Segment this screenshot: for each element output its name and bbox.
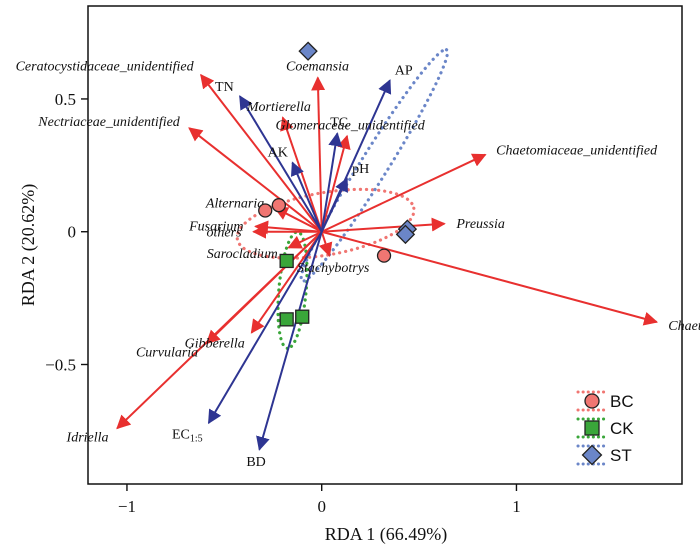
env-label-ap: AP — [395, 63, 413, 78]
env-label-tc: TC — [330, 116, 348, 131]
species-label-curvularia: Curvularia — [136, 346, 198, 361]
species-label-others: others — [207, 226, 243, 241]
species-arrow-gibberella — [250, 231, 323, 334]
legend-marker-st — [581, 444, 603, 466]
y-tick-label: 0.5 — [55, 90, 76, 109]
y-tick-label: −0.5 — [45, 356, 76, 375]
x-tick-label: 0 — [317, 497, 326, 516]
ellipse-st — [299, 47, 450, 283]
env-label-ec: EC1:5 — [172, 427, 203, 444]
env-arrow-ec — [207, 231, 323, 425]
species-arrow-chaetomium — [321, 230, 659, 326]
point-bc-1 — [258, 203, 273, 218]
species-label-chaetomiaceae-unidentified: Chaetomiaceae_unidentified — [496, 144, 658, 159]
species-label-coemansia: Coemansia — [286, 60, 349, 75]
env-label-bd: BD — [246, 455, 265, 470]
species-arrow-alternaria — [273, 206, 323, 233]
env-arrow-tn — [239, 95, 323, 233]
species-arrow-ceratocystidaceae-unidentified — [200, 73, 323, 233]
legend-marker-bc — [584, 393, 600, 409]
env-arrow-ak — [290, 161, 323, 233]
point-st-1 — [298, 41, 318, 61]
point-bc-2 — [271, 198, 287, 213]
species-arrow-stachybotrys — [318, 231, 333, 257]
env-label-tn: TN — [215, 80, 234, 95]
species-label-idriella: Idriella — [66, 431, 109, 446]
point-ck-3 — [295, 309, 310, 324]
species-label-sarocladium: Sarocladium — [207, 247, 278, 262]
point-ck-1 — [279, 253, 294, 269]
species-label-glomeraceae-unidentified: Glomeraceae_unidentified — [275, 119, 425, 134]
env-arrow-ph — [320, 177, 348, 233]
species-arrow-glomeraceae-unidentified — [320, 134, 351, 232]
y-axis-title: RDA 2 (20.62%) — [18, 184, 39, 307]
env-arrow-bd — [256, 231, 323, 451]
legend-label: ST — [610, 446, 632, 465]
point-bc-3 — [376, 248, 392, 263]
env-label-ak: AK — [268, 146, 288, 161]
sample-points — [258, 41, 418, 327]
species-label-fusarium: Fusarium — [188, 219, 243, 234]
legend-label: CK — [610, 419, 634, 438]
species-label-preussia: Preussia — [455, 217, 504, 232]
species-label-gibberella: Gibberella — [185, 336, 245, 351]
x-axis-title: RDA 1 (66.49%) — [325, 524, 448, 545]
ellipse-bc — [235, 187, 416, 260]
env-arrow-tc — [320, 132, 343, 232]
point-st-3 — [395, 224, 416, 245]
species-label-mortierella: Mortierella — [246, 100, 311, 115]
y-tick-label: 0 — [68, 223, 77, 242]
legend-label: BC — [610, 392, 634, 411]
x-tick-label: −1 — [118, 497, 136, 516]
point-ck-2 — [279, 312, 294, 327]
species-arrow-coemansia — [311, 76, 326, 232]
x-tick-label: 1 — [512, 497, 521, 516]
species-arrow-nectriaceae-unidentified — [188, 127, 323, 233]
axis-ticks: −1 0 1 −0.5 0 0.5 — [45, 90, 521, 516]
plot-frame — [87, 5, 683, 485]
species-arrow-preussia — [321, 217, 446, 233]
species-label-ceratocystidaceae-unidentified: Ceratocystidaceae_unidentified — [16, 60, 195, 75]
legend-item-bc: BC — [576, 390, 634, 412]
legend-marker-ck — [584, 420, 600, 436]
confidence-ellipses — [235, 47, 450, 350]
species-arrow-fusarium — [254, 220, 322, 235]
biplot-arrows — [116, 73, 659, 451]
species-arrow-chaetomiaceae-unidentified — [321, 153, 487, 233]
species-label-nectriaceae-unidentified: Nectriaceae_unidentified — [37, 115, 181, 130]
legend: BC CK ST — [576, 390, 634, 466]
legend-item-st: ST — [576, 444, 632, 466]
species-arrow-sarocladium — [287, 230, 323, 249]
species-label-chaetomium: Chaetomium — [668, 319, 700, 334]
species-label-stachybotrys: Stachybotrys — [297, 261, 370, 276]
species-label-alternaria: Alternaria — [205, 196, 264, 211]
legend-item-ck: CK — [576, 417, 634, 439]
arrow-labels: Ceratocystidaceae_unidentified Nectriacea… — [16, 60, 700, 470]
env-label-ph: pH — [352, 162, 369, 177]
